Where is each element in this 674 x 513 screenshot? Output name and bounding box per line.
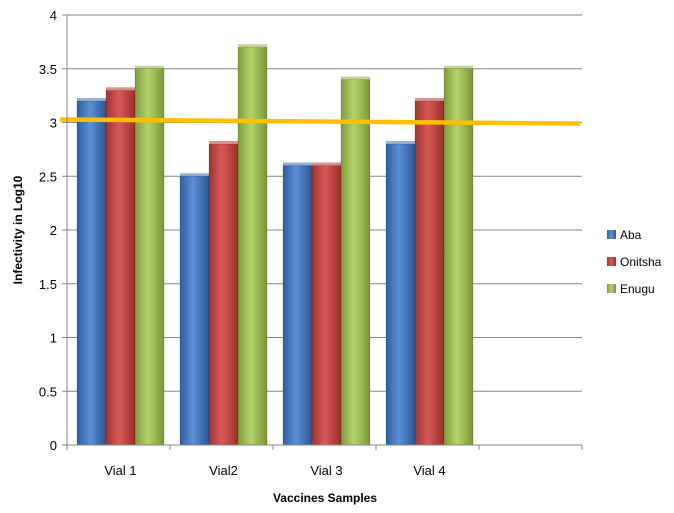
y-tick-label: 1 [50,331,57,346]
legend-swatch-onitsha [607,257,616,266]
x-tick-label: Vial 4 [413,463,445,478]
bar-enugu-4 [443,68,474,446]
reference-line-group [59,117,581,126]
bar-onitsha-1 [105,89,136,446]
y-tick-label: 3 [50,116,57,131]
y-tick-label: 2.5 [39,169,57,184]
bar-top-aba-4 [386,141,415,144]
bar-onitsha-4 [414,100,445,446]
legend-swatch-enugu [607,284,616,293]
x-axis-title: Vaccines Samples [273,491,377,505]
reference-line [59,117,581,126]
legend-label-enugu: Enugu [620,282,655,296]
bar-aba-3 [282,165,313,446]
legend-label-aba: Aba [620,228,642,242]
x-axis-ticks: Vial 1 Vial2 Vial 3 Vial 4 [104,463,445,478]
bar-top-onitsha-1 [106,87,135,91]
bar-top-enugu-3 [341,76,370,80]
bar-top-aba-1 [77,98,106,101]
bar-aba-2 [179,175,210,446]
y-tick-label: 1.5 [39,277,57,292]
y-tick-label: 0 [50,438,57,453]
y-tick-label: 2 [50,223,57,238]
y-tick-label: 0.5 [39,384,57,399]
bar-top-onitsha-2 [209,141,238,144]
bar-top-onitsha-4 [415,98,444,101]
bar-onitsha-2 [208,143,239,446]
bar-top-aba-2 [180,173,209,177]
bar-enugu-3 [340,79,371,446]
y-axis-title: Infectivity in Log10 [11,175,25,284]
y-tick-label: 3.5 [39,62,57,77]
bar-top-onitsha-3 [312,162,341,166]
x-tick-label: Vial 1 [104,463,136,478]
bar-enugu-1 [134,68,165,446]
bars [76,44,474,446]
x-tick-label: Vial 3 [310,463,342,478]
axes [66,15,583,450]
bar-onitsha-3 [311,165,342,446]
y-tick-label: 4 [50,8,57,23]
legend-label-onitsha: Onitsha [620,255,662,269]
bar-top-enugu-2 [238,44,267,48]
legend-swatch-aba [607,230,616,239]
bar-enugu-2 [237,46,268,446]
bar-top-aba-3 [283,162,312,166]
x-tick-label: Vial2 [209,463,238,478]
legend: Aba Onitsha Enugu [607,228,662,296]
bar-aba-1 [76,100,107,446]
bar-top-enugu-1 [135,65,164,69]
y-axis-ticks: 0 0.5 1 1.5 2 2.5 3 3.5 4 [39,8,67,453]
bar-top-enugu-4 [444,65,473,69]
bar-aba-4 [385,143,416,446]
